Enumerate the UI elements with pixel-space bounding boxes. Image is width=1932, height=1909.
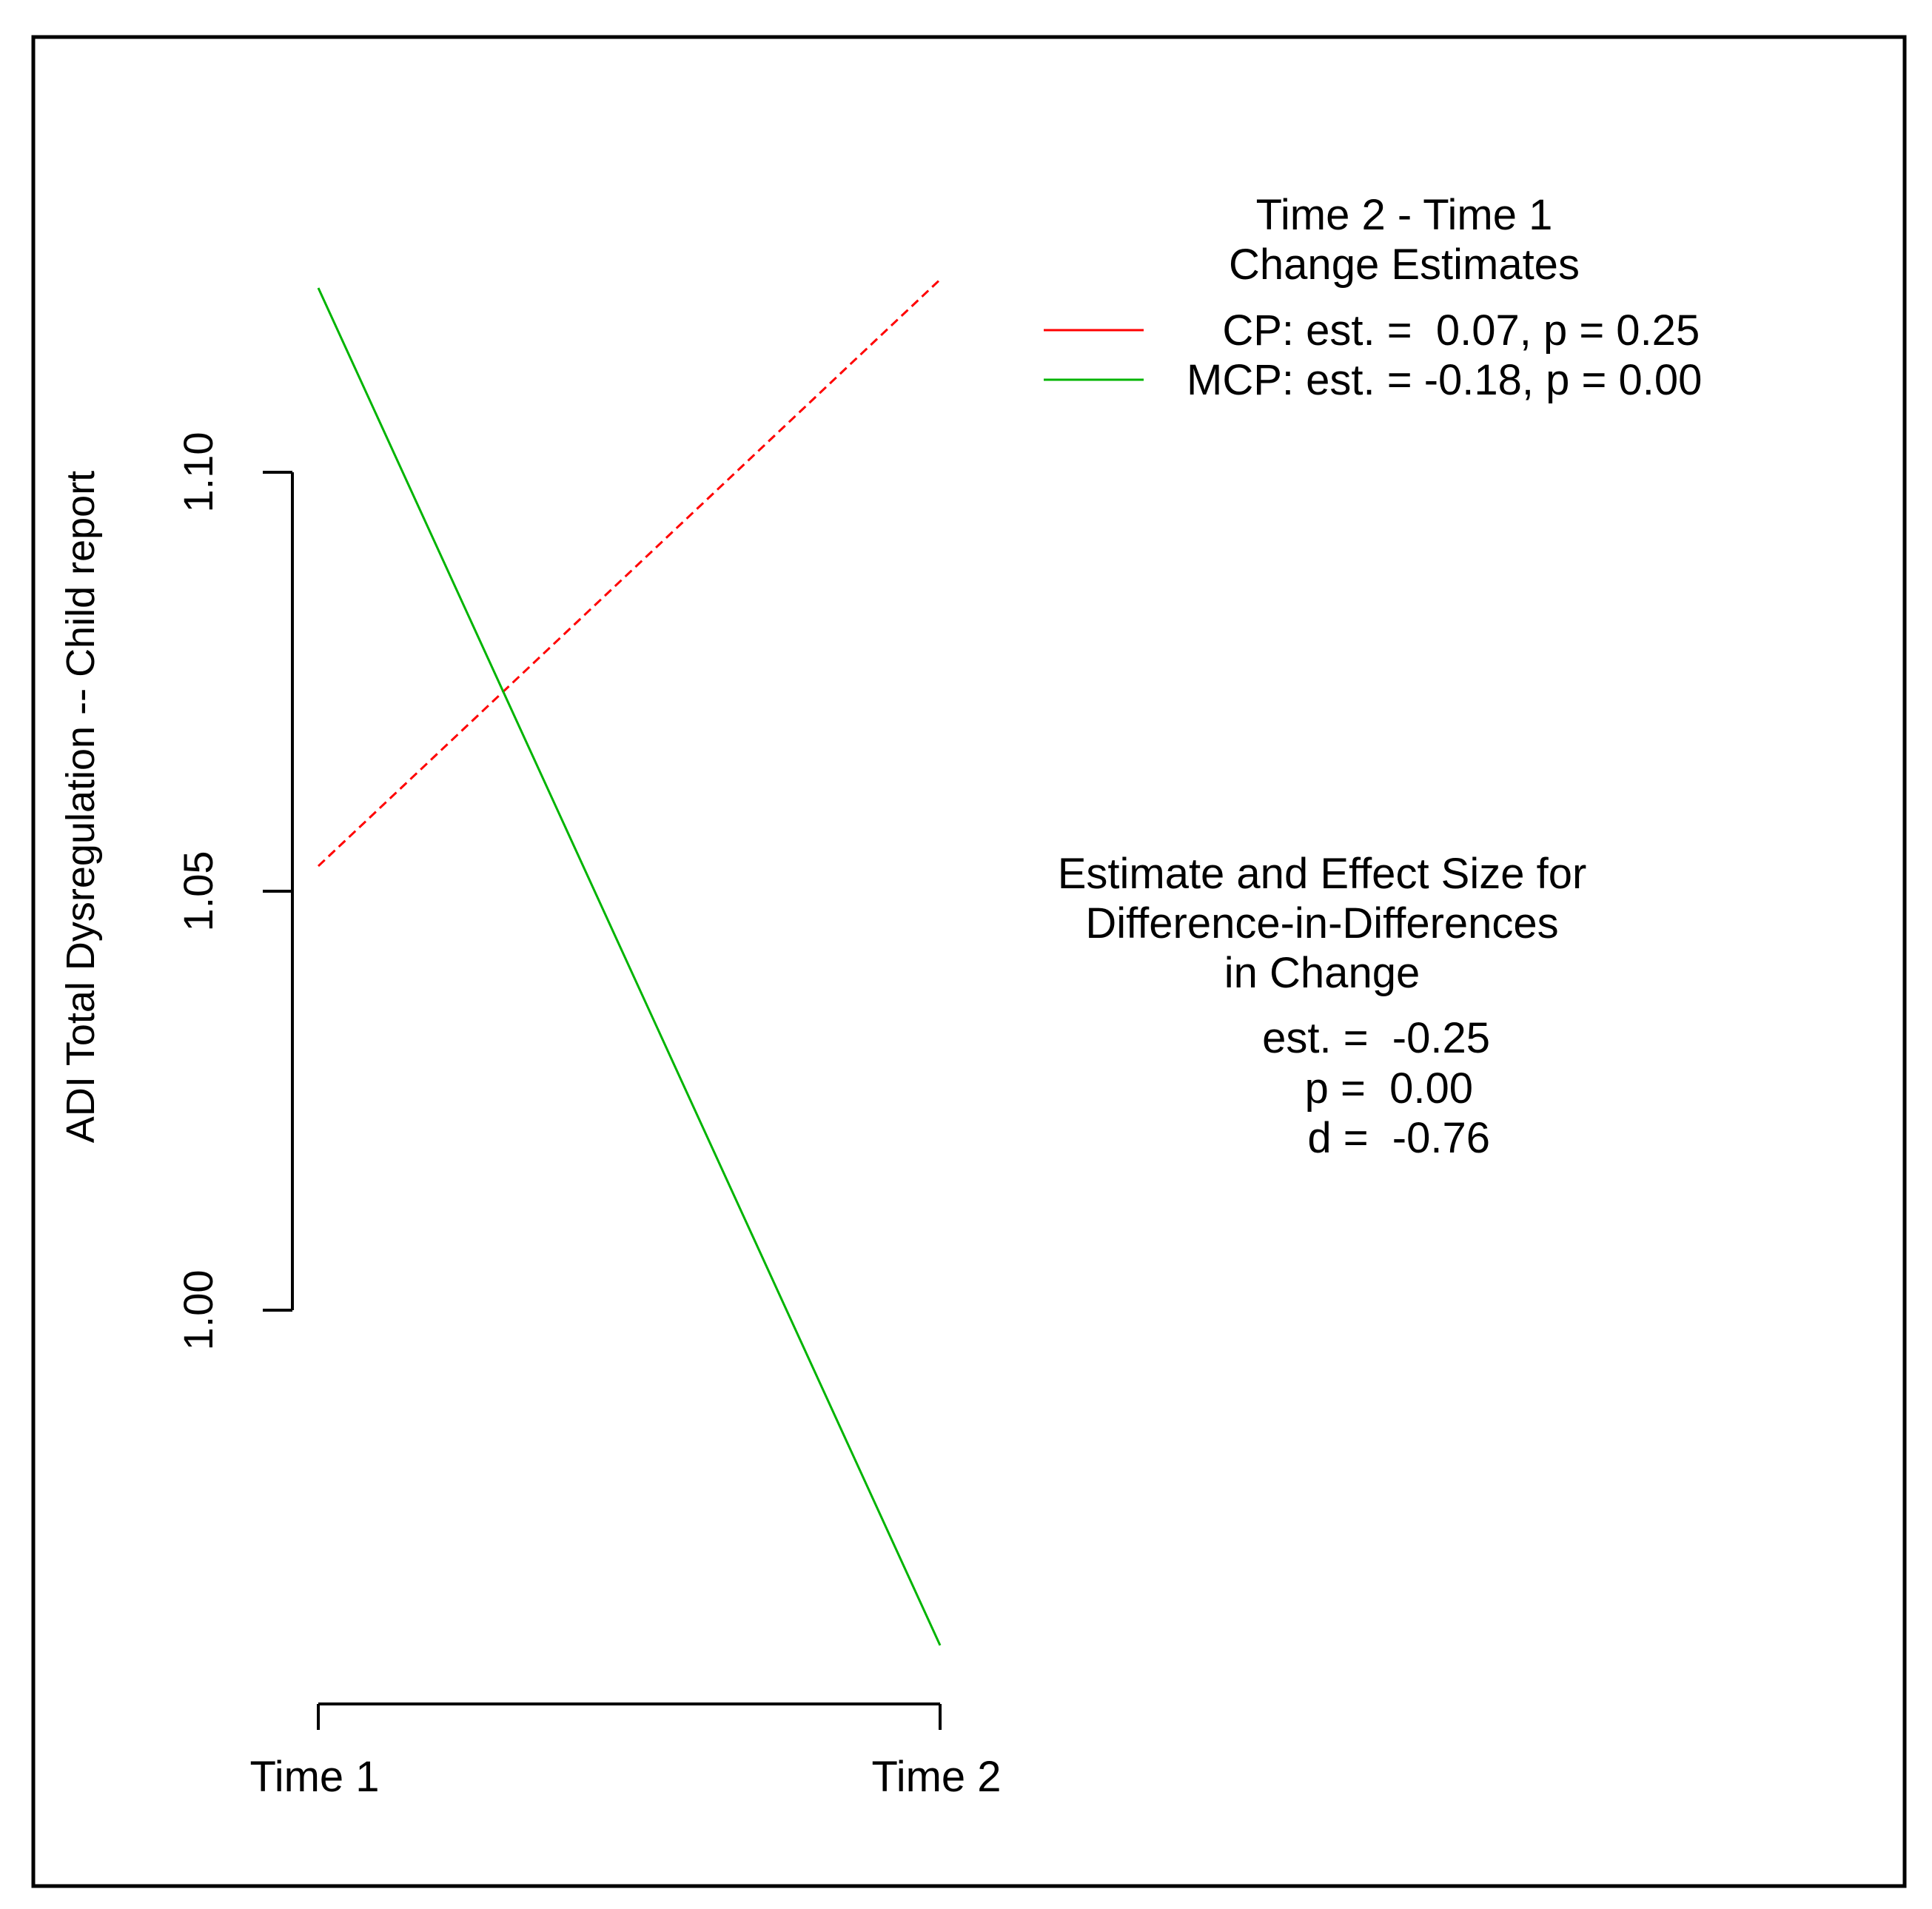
y-tick-label: 1.05 <box>175 851 221 932</box>
x-tick-label: Time 2 <box>871 1753 1001 1801</box>
legend-title-line-2: Change Estimates <box>1229 241 1580 289</box>
legend: Time 2 - Time 1 Change Estimates CP: est… <box>1044 191 1702 404</box>
did-title-line-1: Estimate and Effect Size for <box>1058 850 1587 898</box>
did-title-line-3: in Change <box>1224 949 1420 997</box>
did-p: p = 0.00 <box>1305 1064 1473 1113</box>
did-title-line-2: Difference-in-Differences <box>1085 899 1558 947</box>
legend-label-cp: CP: est. = 0.07, p = 0.25 <box>1187 306 1700 355</box>
y-tick-label: 1.10 <box>175 432 221 513</box>
legend-label-mcp: MCP: est. = -0.18, p = 0.00 <box>1187 356 1702 404</box>
did-annotation: Estimate and Effect Size for Difference-… <box>1058 850 1587 1162</box>
series-line-mcp <box>317 287 942 1646</box>
did-est: est. = -0.25 <box>1262 1014 1490 1062</box>
y-axis: 1.00 1.05 1.10 <box>175 432 294 1351</box>
x-axis: Time 1 Time 2 <box>249 1702 1002 1801</box>
y-tick-label: 1.00 <box>175 1270 221 1351</box>
did-d: d = -0.76 <box>1307 1114 1490 1162</box>
series-line-cp <box>317 278 942 868</box>
plot-border <box>31 35 1907 1888</box>
x-tick-label: Time 1 <box>249 1753 379 1801</box>
series-layer <box>317 278 942 1646</box>
legend-title-line-1: Time 2 - Time 1 <box>1256 191 1553 239</box>
y-axis-label: ADI Total Dysregulation -- Child report <box>58 471 103 1143</box>
